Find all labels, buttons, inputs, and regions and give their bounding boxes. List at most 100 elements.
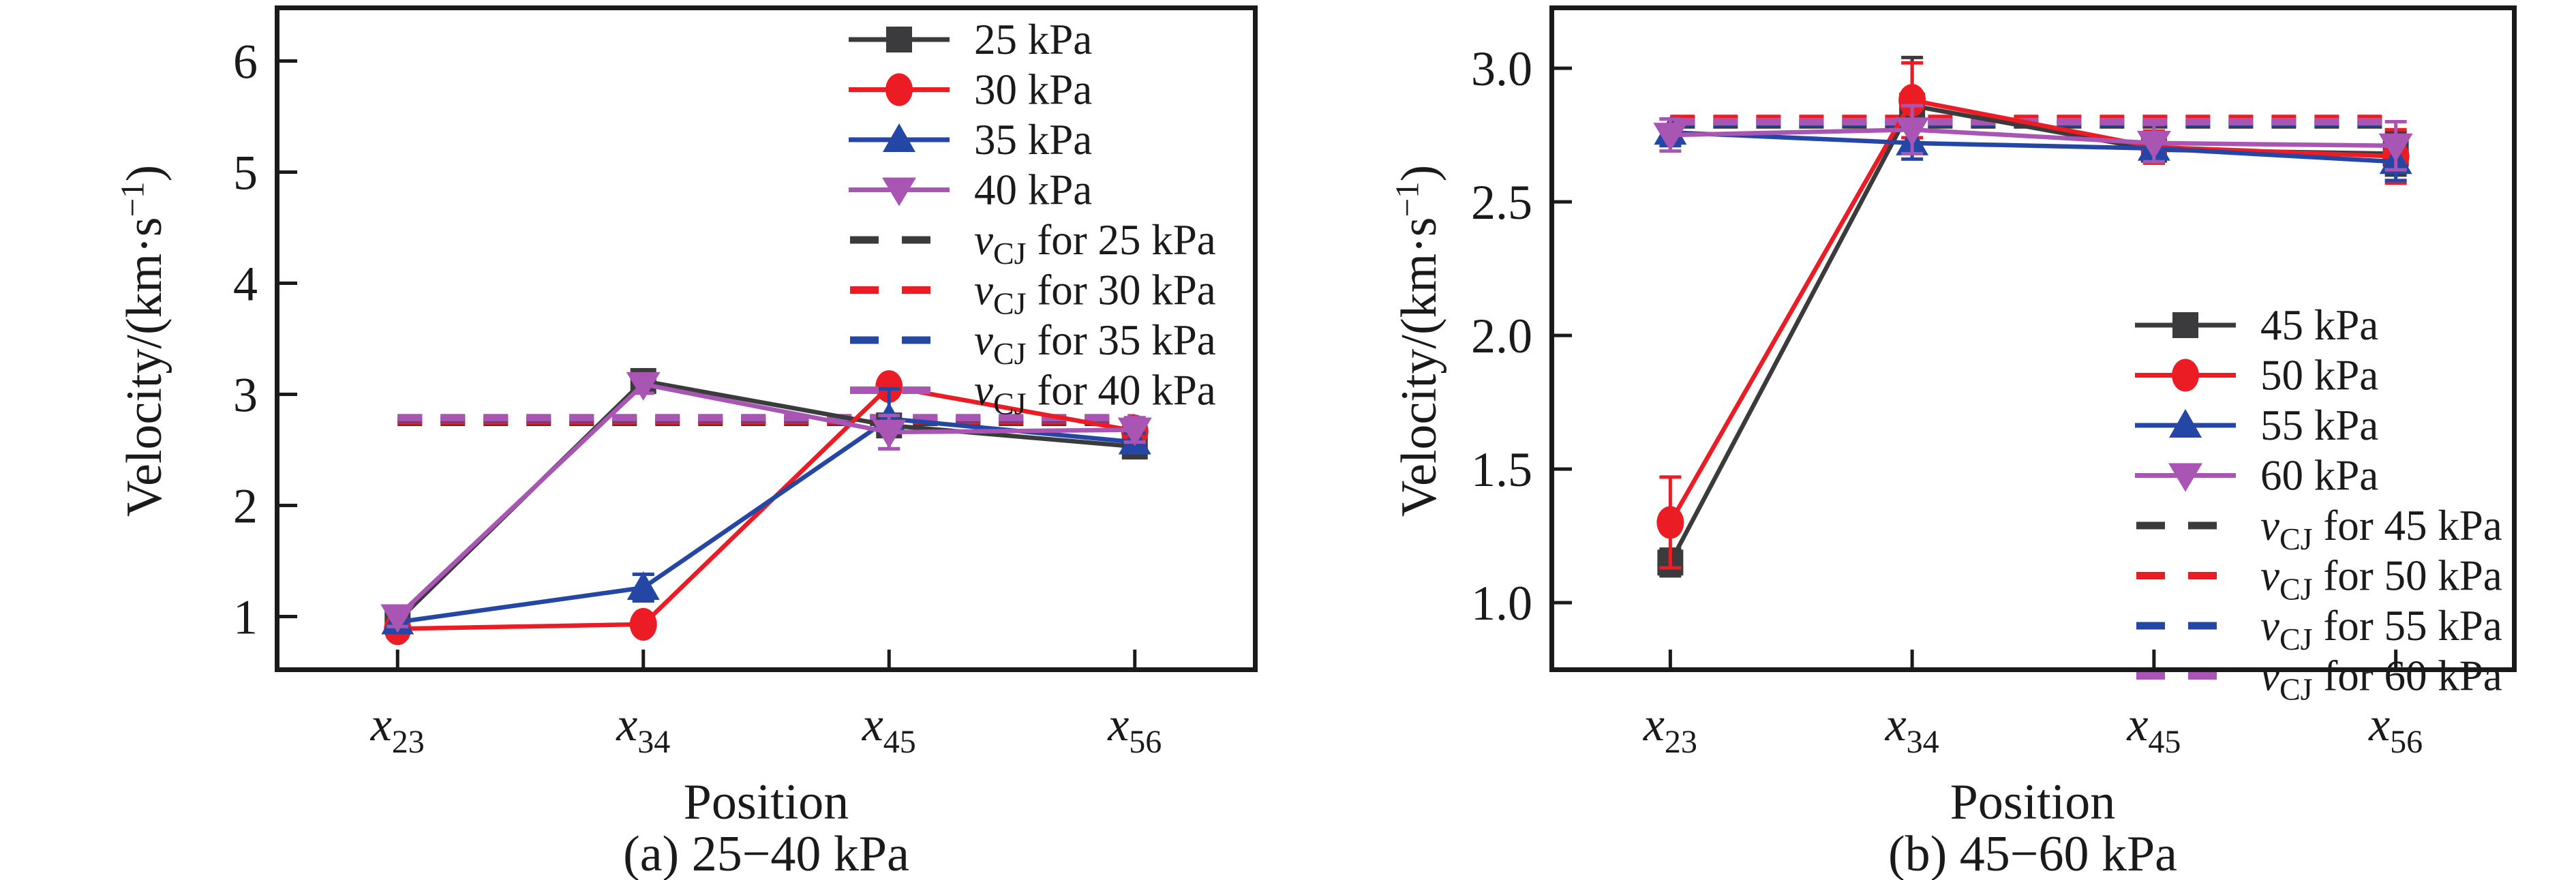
legend-label: 60 kPa xyxy=(2260,452,2378,500)
y-tick-label-a: 2 xyxy=(233,479,258,534)
legend-marker-circle xyxy=(2172,359,2199,392)
series-line-50-kpa xyxy=(1668,97,2396,524)
legend-item-a-3: 40 kPa xyxy=(849,166,1092,214)
legend-marker-triangle-down xyxy=(882,177,916,207)
legend-label: 25 kPa xyxy=(974,16,1092,63)
caption-a: (a) 25−40 kPa xyxy=(623,826,909,880)
legend-label: vCJ for 30 kPa xyxy=(974,267,1216,321)
legend-label: vCJ for 55 kPa xyxy=(2260,602,2502,656)
x-category-label-a-45: x45 xyxy=(862,699,916,760)
legend-marker-square xyxy=(2172,312,2198,338)
x-axis-title-a: Position xyxy=(683,774,849,830)
y-tick-label-b: 1.5 xyxy=(1471,442,1532,497)
legend-item-a-4: vCJ for 25 kPa xyxy=(850,216,1216,271)
marker-circle-50-kpa xyxy=(1656,506,1684,539)
marker-triangle-down-40-kpa xyxy=(1117,417,1152,446)
x-axis-title-b: Position xyxy=(1950,774,2116,830)
legend-label: 35 kPa xyxy=(974,116,1092,164)
legend-label: vCJ for 35 kPa xyxy=(974,316,1216,371)
y-tick-label-a: 4 xyxy=(233,257,258,312)
legend-item-a-7: vCJ for 40 kPa xyxy=(850,367,1216,421)
marker-circle-30-kpa xyxy=(629,607,657,641)
x-category-label-b-34: x34 xyxy=(1885,699,1939,760)
legend-marker-square xyxy=(886,27,912,52)
legend-item-a-5: vCJ for 30 kPa xyxy=(850,267,1216,321)
series-line-55-kpa xyxy=(1670,130,2396,164)
legend-label: vCJ for 40 kPa xyxy=(974,367,1216,421)
marker-triangle-up-35-kpa xyxy=(626,571,660,601)
y-tick-label-b: 1.0 xyxy=(1471,576,1532,631)
marker-triangle-down-60-kpa xyxy=(2378,133,2413,162)
plot-frame-b xyxy=(1549,5,2517,672)
legend-item-a-0: 25 kPa xyxy=(849,16,1092,63)
caption-b: (b) 45−60 kPa xyxy=(1888,826,2178,880)
legend-label: vCJ for 50 kPa xyxy=(2260,552,2502,607)
y-axis-title-a: Velocity/(km·s−1) xyxy=(113,0,176,750)
x-category-label-b-23: x23 xyxy=(1643,699,1697,760)
legend-item-a-6: vCJ for 35 kPa xyxy=(850,316,1216,371)
marker-circle-50-kpa xyxy=(1898,84,1926,117)
legend-marker-triangle-up xyxy=(2169,409,2202,438)
series-b-60-kpa xyxy=(1653,104,2413,172)
y-tick-label-a: 1 xyxy=(233,590,258,645)
legend-label: 40 kPa xyxy=(974,166,1092,214)
x-category-label-b-56: x56 xyxy=(2368,699,2423,760)
legend-item-b-4: vCJ for 45 kPa xyxy=(2136,502,2502,556)
marker-triangle-down-40-kpa xyxy=(626,371,661,401)
legend-item-a-2: 35 kPa xyxy=(849,116,1092,164)
marker-triangle-down-40-kpa xyxy=(872,419,907,449)
legend-label: 55 kPa xyxy=(2260,401,2378,449)
legend-label: 30 kPa xyxy=(974,66,1092,114)
legend-item-b-5: vCJ for 50 kPa xyxy=(2136,552,2502,607)
y-axis-title-b-sup: −1 xyxy=(1388,181,1426,217)
legend-label: 45 kPa xyxy=(2260,301,2378,349)
marker-triangle-down-60-kpa xyxy=(1653,123,1688,152)
marker-triangle-down-60-kpa xyxy=(2136,130,2171,160)
x-category-label-a-23: x23 xyxy=(370,699,425,760)
legend-marker-triangle-down xyxy=(2168,463,2202,492)
legend-marker-triangle-up xyxy=(883,123,915,152)
series-b-50-kpa xyxy=(1656,61,2410,570)
series-a-40-kpa xyxy=(380,371,1152,633)
legend-item-b-3: 60 kPa xyxy=(2135,452,2378,500)
series-line-35-kpa xyxy=(397,416,1136,624)
y-axis-title-b-text: Velocity/(km·s xyxy=(1391,217,1447,517)
y-axis-title-b-close: ) xyxy=(1391,164,1447,182)
legend-label: 50 kPa xyxy=(2260,352,2378,399)
y-tick-label-a: 3 xyxy=(233,368,258,423)
series-line-40-kpa xyxy=(396,382,1135,618)
plot-frame-a xyxy=(275,5,1258,672)
x-category-label-b-45: x45 xyxy=(2126,699,2181,760)
y-tick-label-a: 6 xyxy=(233,35,258,89)
legend-marker-circle xyxy=(885,73,913,106)
y-axis-title-a-text: Velocity/(km·s xyxy=(117,217,172,517)
marker-circle-30-kpa xyxy=(875,370,903,404)
y-axis-title-a-close: ) xyxy=(117,164,172,182)
legend-item-b-2: 55 kPa xyxy=(2135,401,2378,449)
y-tick-label-b: 2.0 xyxy=(1471,309,1532,363)
legend-item-b-6: vCJ for 55 kPa xyxy=(2136,602,2502,656)
series-line-60-kpa xyxy=(1670,127,2396,149)
series-line-30-kpa xyxy=(397,384,1136,631)
marker-triangle-down-40-kpa xyxy=(380,604,415,633)
y-tick-label-a: 5 xyxy=(233,146,258,200)
legend-label: vCJ for 45 kPa xyxy=(2260,502,2502,556)
legend-item-b-1: 50 kPa xyxy=(2135,352,2378,399)
legend-label: vCJ for 25 kPa xyxy=(974,216,1216,271)
y-tick-label-b: 3.0 xyxy=(1471,42,1532,96)
y-axis-title-a-sup: −1 xyxy=(113,181,151,217)
x-category-label-a-56: x56 xyxy=(1107,699,1162,760)
x-category-label-a-34: x34 xyxy=(616,699,670,760)
y-tick-label-b: 2.5 xyxy=(1471,175,1532,230)
y-axis-title-b: Velocity/(km·s−1) xyxy=(1388,0,1451,750)
legend-item-a-1: 30 kPa xyxy=(849,66,1092,114)
legend-item-b-0: 45 kPa xyxy=(2135,301,2378,349)
marker-triangle-down-60-kpa xyxy=(1895,117,1930,147)
legend-item-b-7: vCJ for 60 kPa xyxy=(2136,652,2502,707)
